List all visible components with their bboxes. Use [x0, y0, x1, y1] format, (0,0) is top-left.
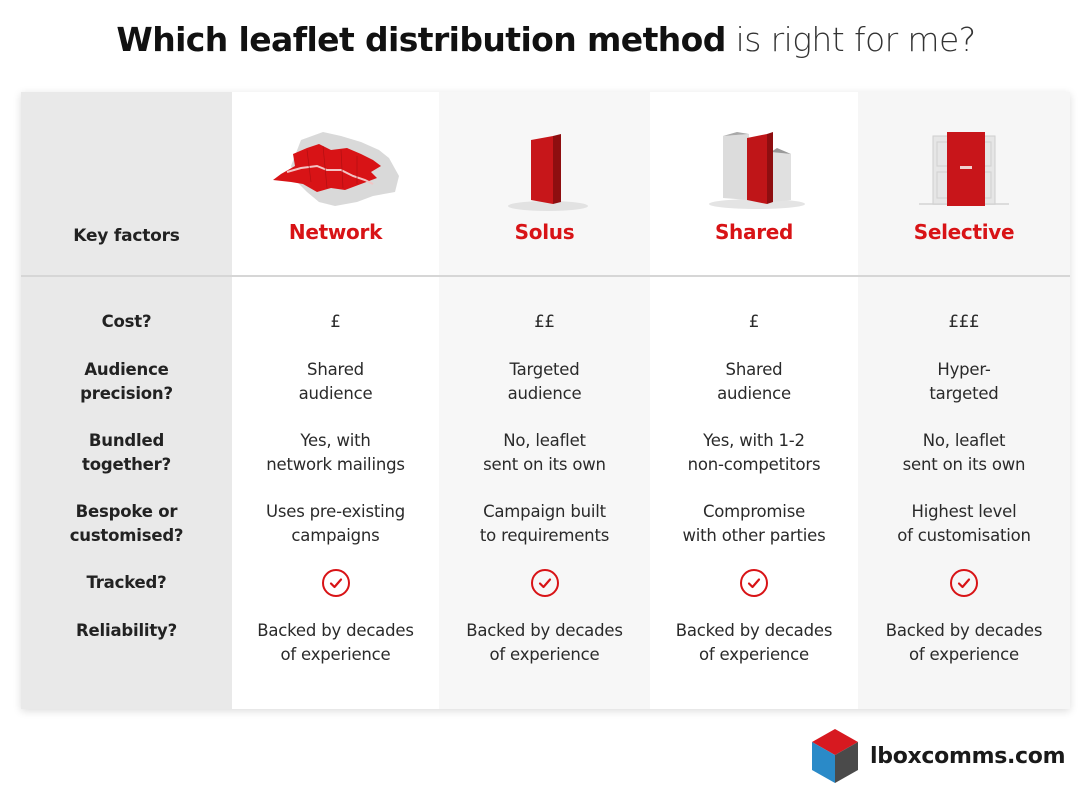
brand-logo: lboxcomms.com — [810, 727, 1072, 785]
method-name-network: Network — [288, 220, 383, 244]
value-cell: ££ — [534, 312, 555, 331]
comparison-table: Key factors Cost? Audience precision? Bu… — [21, 92, 1070, 709]
value-cell: Shared audience — [717, 360, 791, 403]
value-cell: Backed by decades of experience — [885, 621, 1043, 664]
value-cell: No, leaflet sent on its own — [483, 431, 606, 474]
method-column-solus: Solus ££ Targeted audience No, leaflet s… — [439, 92, 650, 709]
check-circle-icon — [740, 569, 768, 597]
shared-leaflets-icon — [679, 122, 829, 214]
check-circle-icon — [321, 569, 350, 597]
method-name-selective: Selective — [913, 220, 1015, 244]
factor-tracked: Tracked? — [86, 573, 167, 592]
value-cell: £ — [330, 312, 341, 331]
check-circle-icon — [950, 569, 978, 597]
factor-bespoke: Bespoke or customised? — [69, 502, 184, 545]
value-cell: Campaign built to requirements — [479, 502, 610, 545]
value-cell: £££ — [948, 312, 980, 331]
method-column-network: Network £ Shared audience Yes, with netw… — [232, 92, 439, 709]
key-factors-header: Key factors — [73, 226, 180, 246]
value-cell: Targeted audience — [507, 360, 582, 403]
value-cell: Compromise with other parties — [682, 502, 826, 545]
value-cell: Backed by decades of experience — [257, 621, 414, 664]
header-divider — [21, 275, 1070, 277]
map-icon — [261, 122, 411, 214]
factor-cost: Cost? — [101, 312, 152, 331]
value-cell: Uses pre-existing campaigns — [265, 502, 406, 545]
key-factors-column: Key factors Cost? Audience precision? Bu… — [21, 92, 232, 709]
value-cell: Shared audience — [298, 360, 373, 403]
value-cell: Backed by decades of experience — [466, 621, 623, 664]
check-circle-icon — [530, 569, 559, 597]
value-cell: Backed by decades of experience — [675, 621, 833, 664]
factor-bundled: Bundled together? — [82, 431, 171, 474]
factor-reliability: Reliability? — [76, 621, 177, 640]
value-cell: Hyper- targeted — [929, 360, 999, 403]
logo-text: lboxcomms.com — [870, 743, 1066, 769]
value-cell: £ — [748, 312, 760, 331]
method-name-shared: Shared — [714, 220, 794, 244]
value-cell: Yes, with network mailings — [266, 431, 405, 474]
method-column-selective: Selective £££ Hyper- targeted No, leafle… — [858, 92, 1070, 709]
page-title: Which leaflet distribution method is rig… — [0, 18, 1092, 62]
single-leaflet-icon — [470, 122, 620, 214]
method-column-shared: Shared £ Shared audience Yes, with 1-2 n… — [650, 92, 858, 709]
factor-audience-precision: Audience precision? — [80, 360, 173, 403]
value-cell: Highest level of customisation — [897, 502, 1031, 545]
selective-door-icon — [889, 122, 1039, 214]
title-bold: Which leaflet distribution method — [116, 20, 726, 59]
method-name-solus: Solus — [514, 220, 575, 244]
value-cell: Yes, with 1-2 non-competitors — [687, 431, 821, 474]
value-cell: No, leaflet sent on its own — [902, 431, 1026, 474]
title-light: is right for me? — [735, 20, 977, 59]
cube-logo-icon — [812, 729, 858, 783]
